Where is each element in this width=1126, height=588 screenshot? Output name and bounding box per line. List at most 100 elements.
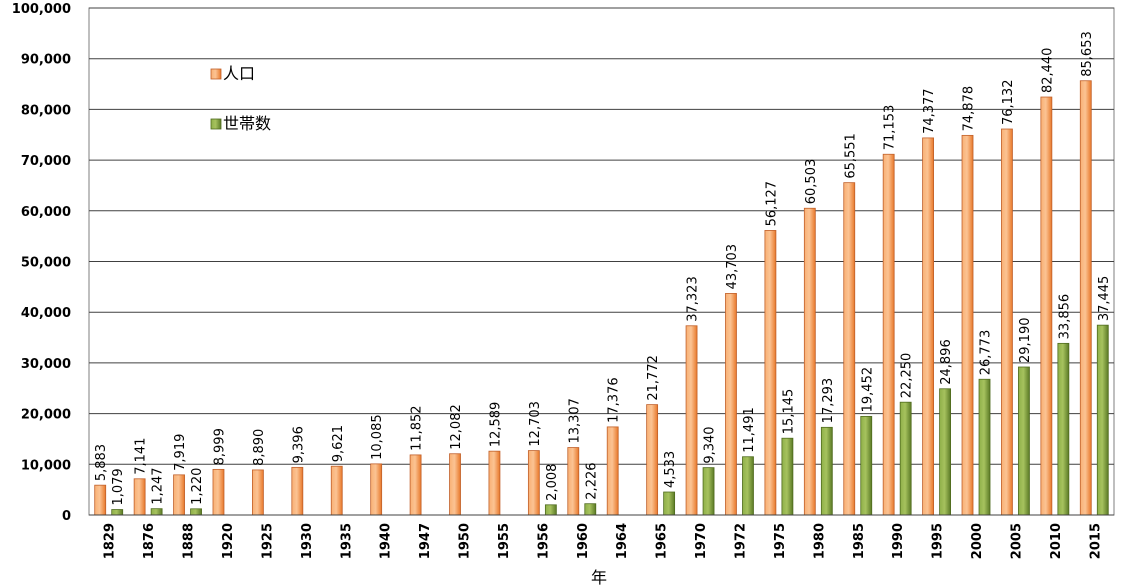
data-label-population: 56,127 (764, 181, 779, 227)
data-label-households: 17,293 (821, 378, 836, 424)
x-tick-label: 1947 (418, 523, 433, 559)
bar-households (1057, 342, 1070, 516)
y-tick-label: 40,000 (21, 306, 71, 321)
x-tick-label: 1876 (142, 523, 157, 559)
bar-households (702, 467, 715, 516)
data-label-population: 85,653 (1080, 31, 1095, 77)
data-label-households: 2,008 (545, 464, 560, 501)
x-tick-label: 1935 (339, 523, 354, 559)
bar-households (1018, 366, 1030, 516)
bar-population (409, 454, 422, 516)
y-tick-label: 100,000 (12, 2, 71, 17)
bar-population (882, 153, 895, 516)
bar-population (527, 450, 540, 516)
data-label-households: 33,856 (1057, 294, 1072, 340)
data-label-households: 2,226 (584, 462, 599, 499)
data-label-population: 11,852 (410, 405, 425, 451)
data-label-population: 12,589 (488, 402, 503, 448)
y-tick-label: 30,000 (21, 357, 71, 372)
data-label-households: 11,491 (742, 407, 757, 453)
x-tick-label: 1990 (891, 523, 906, 559)
data-label-population: 71,153 (883, 105, 898, 151)
data-label-population: 65,551 (843, 133, 858, 179)
x-tick-label: 1888 (182, 523, 197, 559)
data-label-households: 1,079 (111, 468, 126, 505)
data-label-households: 19,452 (860, 367, 875, 413)
x-axis-title: 年 (591, 568, 607, 587)
x-tick-label: 1995 (931, 523, 946, 559)
bar-households (860, 415, 873, 516)
data-label-population: 7,141 (134, 438, 149, 475)
x-tick-label: 2015 (1088, 523, 1103, 559)
bar-households (781, 437, 794, 516)
data-label-population: 21,772 (646, 355, 661, 401)
bar-population (133, 478, 146, 516)
bar-households (544, 504, 557, 516)
x-tick-label: 1965 (655, 523, 670, 559)
y-tick-label: 80,000 (21, 103, 71, 118)
x-tick-label: 1985 (852, 523, 867, 559)
bar-households (111, 509, 124, 516)
y-tick-label: 70,000 (21, 154, 71, 169)
data-label-households: 1,247 (151, 467, 166, 504)
y-tick-label: 90,000 (21, 53, 71, 68)
bar-population (961, 134, 974, 516)
x-tick-label: 1972 (733, 523, 748, 559)
bar-households (742, 456, 754, 516)
data-label-population: 12,703 (528, 401, 543, 447)
data-label-households: 29,190 (1018, 318, 1033, 364)
legend-swatch-population (210, 68, 222, 80)
data-label-population: 43,703 (725, 244, 740, 290)
bar-population (843, 182, 856, 516)
bar-population (449, 453, 461, 516)
bar-households (899, 401, 912, 516)
y-tick-label: 60,000 (21, 205, 71, 220)
bar-population (330, 465, 343, 516)
y-tick-label: 50,000 (21, 256, 71, 271)
bar-population (1001, 128, 1013, 516)
x-tick-label: 1960 (576, 523, 591, 559)
data-label-population: 76,132 (1001, 80, 1016, 126)
data-label-population: 37,323 (686, 276, 701, 322)
bar-population (1079, 80, 1092, 516)
bar-population (212, 468, 225, 516)
x-tick-label: 1955 (497, 523, 512, 559)
data-label-households: 37,445 (1097, 276, 1112, 322)
data-label-population: 8,890 (252, 429, 267, 466)
bar-population (173, 474, 185, 516)
y-tick-label: 0 (62, 509, 71, 524)
bar-population (567, 447, 580, 516)
y-tick-label: 20,000 (21, 408, 71, 423)
data-label-population: 9,396 (291, 426, 306, 463)
data-label-population: 74,377 (922, 88, 937, 134)
legend-label-households: 世帯数 (223, 114, 271, 133)
bar-population (488, 450, 501, 516)
x-tick-label: 1930 (300, 523, 315, 559)
data-label-population: 12,082 (449, 404, 464, 450)
x-tick-label: 1970 (694, 523, 709, 559)
x-tick-label: 2010 (1049, 523, 1064, 559)
bar-population (252, 469, 264, 516)
bar-population (685, 325, 698, 516)
bar-households (663, 491, 676, 516)
bar-population (606, 426, 619, 516)
gridlines (88, 7, 1115, 516)
bar-households (190, 508, 202, 516)
data-label-population: 13,307 (567, 398, 582, 444)
bar-population (291, 466, 304, 516)
data-labels: 5,883 7,141 7,919 8,999 8,890 9,396 9,621 10,08… (94, 31, 1112, 505)
data-label-population: 7,919 (173, 434, 188, 471)
data-label-population: 10,085 (370, 414, 385, 460)
data-label-households: 4,533 (663, 451, 678, 488)
x-tick-label: 1940 (379, 523, 394, 559)
x-tick-label: 1956 (536, 523, 551, 559)
data-label-households: 15,145 (781, 389, 796, 435)
bar-households (939, 388, 951, 516)
data-label-population: 82,440 (1040, 48, 1055, 94)
axes: 0 10,000 20,000 30,000 40,000 50,000 60,000 70,… (12, 2, 1114, 559)
bar-households (820, 426, 833, 516)
data-label-population: 5,883 (94, 444, 109, 481)
bar-population (370, 463, 383, 516)
x-tick-label: 1980 (812, 523, 827, 559)
